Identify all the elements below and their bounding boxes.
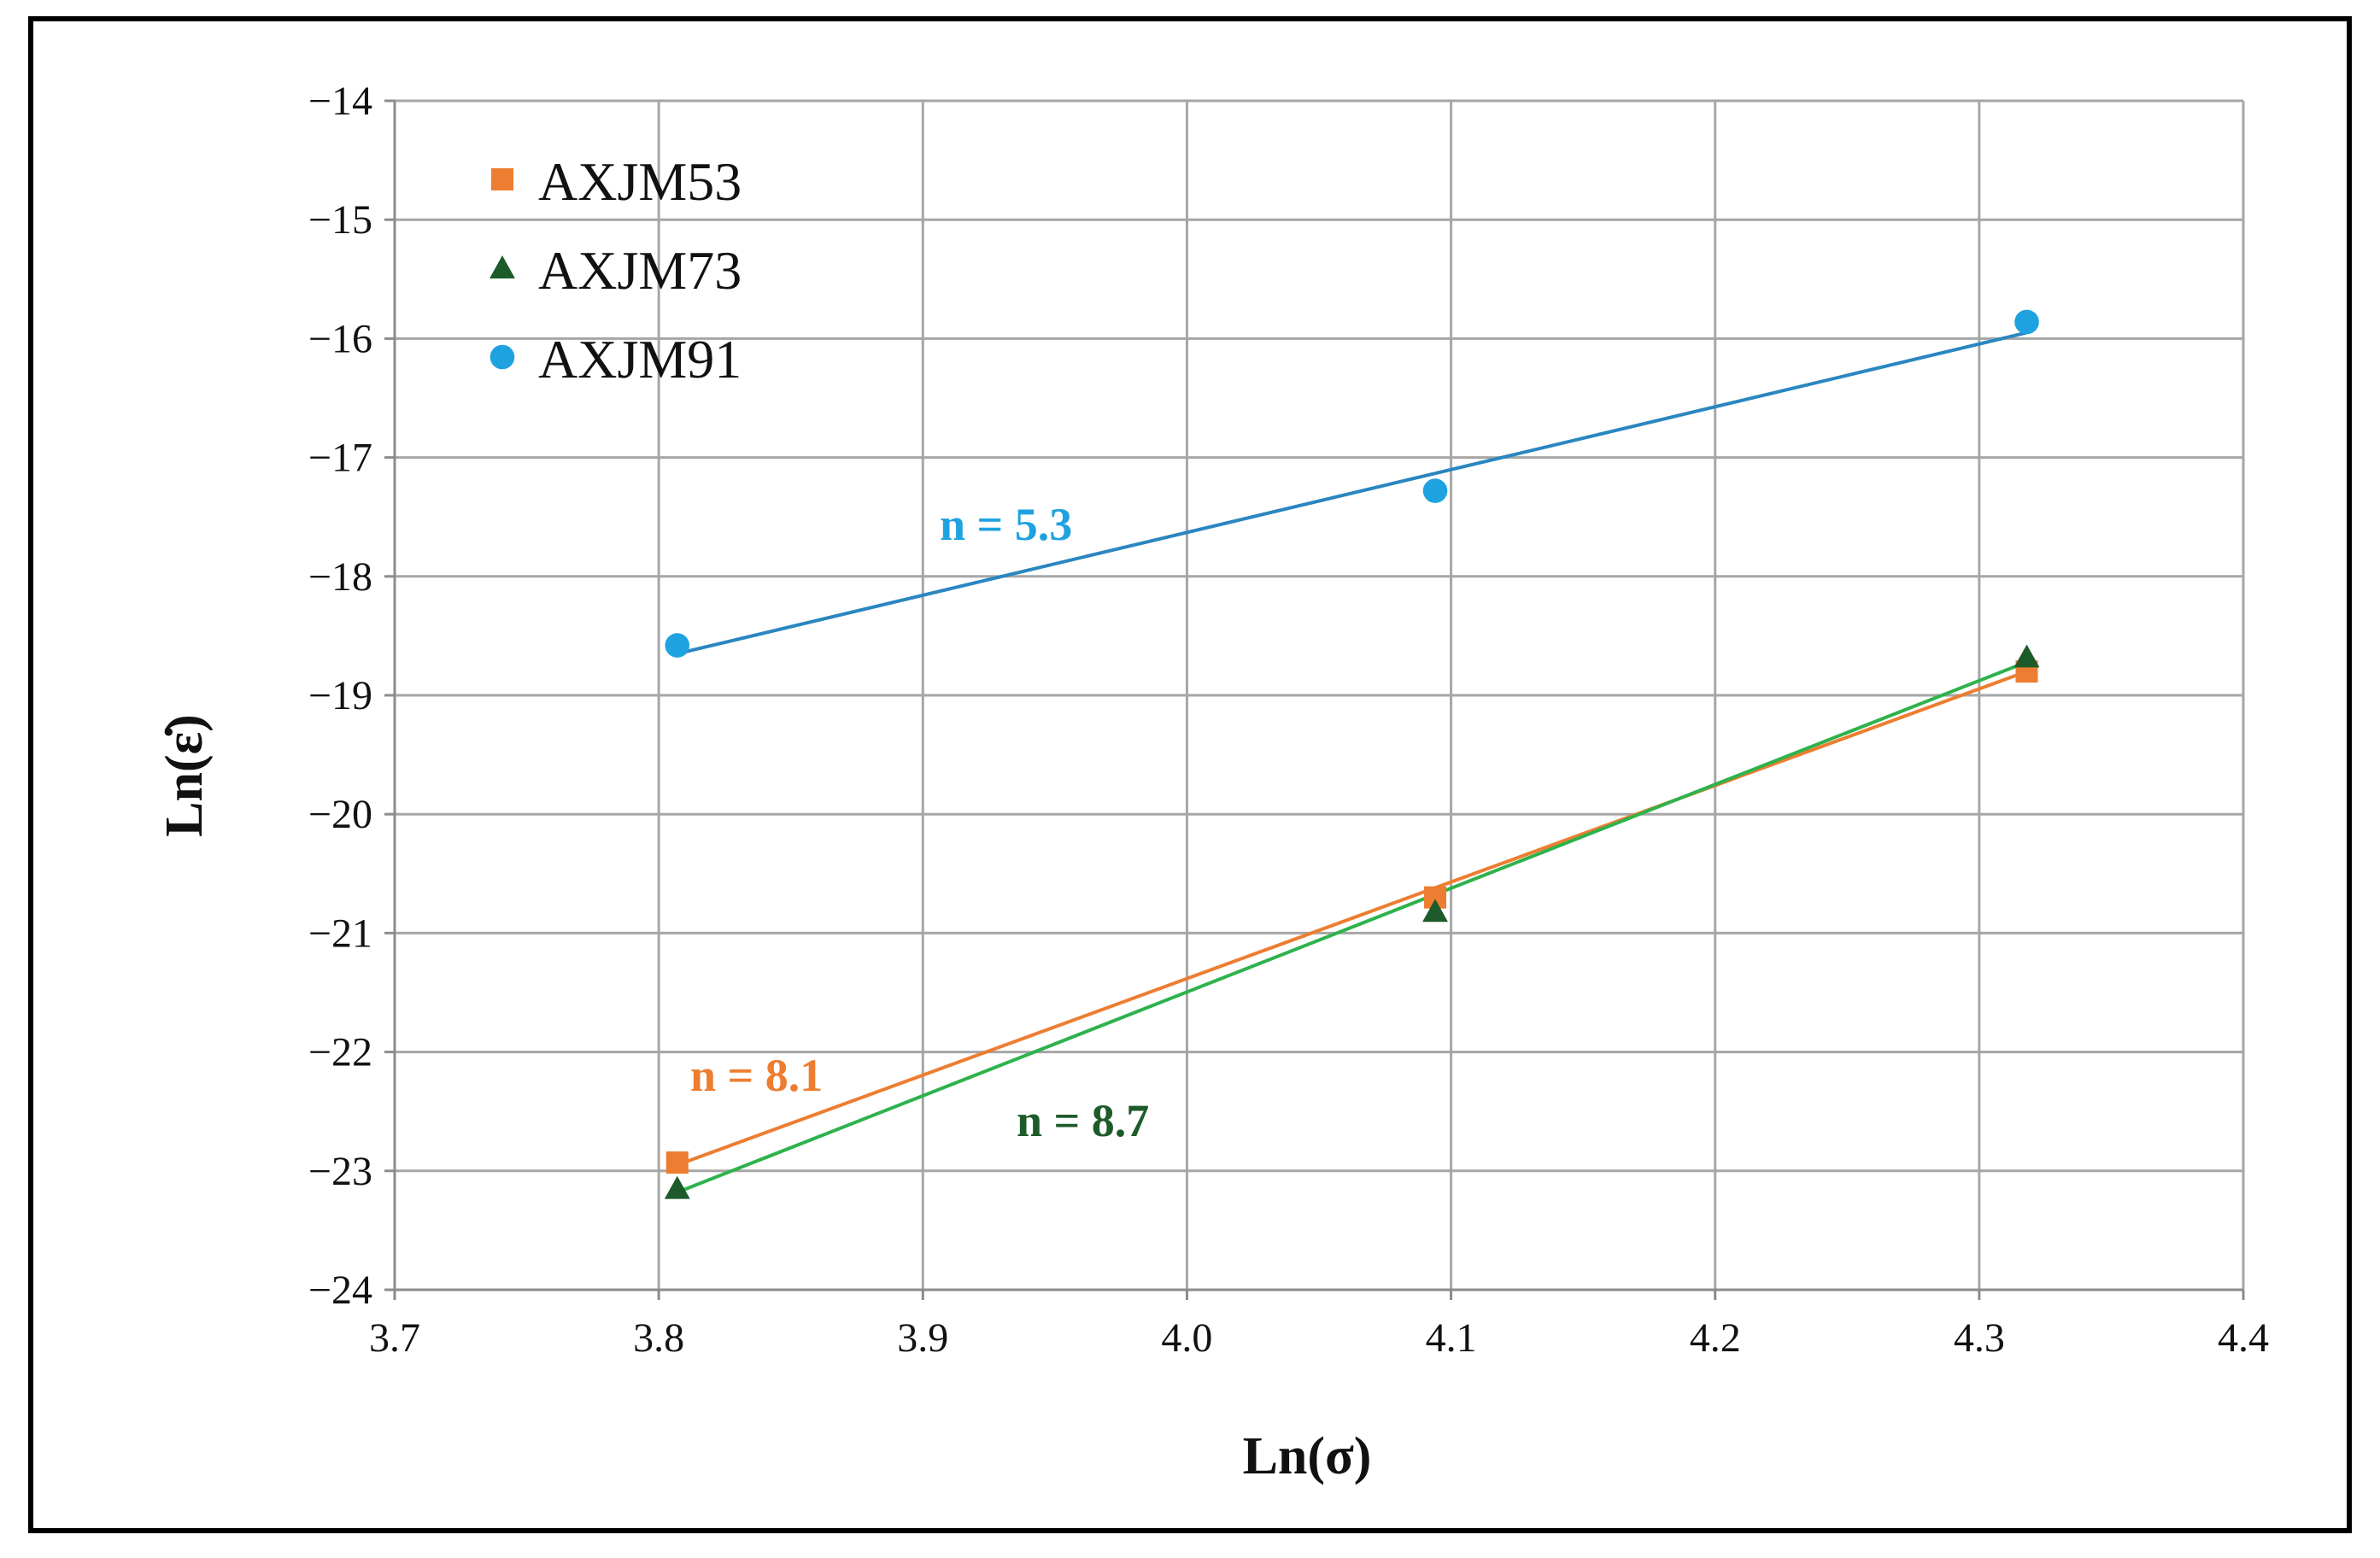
figure-border — [28, 16, 2352, 1533]
data-point-axjm73 — [664, 1175, 690, 1199]
y-tick-label: −14 — [308, 79, 372, 124]
y-tick-label: −17 — [308, 436, 372, 481]
x-tick-label: 3.7 — [369, 1315, 420, 1361]
y-tick-label: −20 — [308, 792, 372, 837]
x-tick-label: 4.3 — [1954, 1315, 2005, 1361]
data-point-axjm91 — [1422, 478, 1448, 503]
data-point-axjm53 — [665, 1151, 689, 1174]
y-tick-label: −21 — [308, 911, 372, 956]
y-tick-label: −15 — [308, 197, 372, 243]
x-tick-label: 3.9 — [897, 1315, 948, 1361]
legend-label-axjm73: AXJM73 — [538, 240, 742, 301]
legend-marker-axjm53 — [491, 168, 513, 190]
y-tick-label: −22 — [308, 1030, 372, 1075]
y-tick-label: −23 — [308, 1149, 372, 1194]
x-tick-label: 4.0 — [1161, 1315, 1212, 1361]
fit-line-axjm53 — [677, 670, 2028, 1167]
legend-marker-axjm73 — [489, 255, 515, 278]
legend-label-axjm53: AXJM53 — [538, 151, 742, 212]
x-tick-label: 4.2 — [1690, 1315, 1741, 1361]
annotation-axjm53: n = 8.1 — [690, 1050, 823, 1101]
data-point-axjm73 — [2014, 644, 2040, 668]
x-tick-label: 4.1 — [1426, 1315, 1477, 1361]
x-tick-label: 4.4 — [2218, 1315, 2269, 1361]
legend-label-axjm91: AXJM91 — [538, 329, 742, 390]
x-tick-label: 3.8 — [633, 1315, 684, 1361]
data-point-axjm73 — [1422, 899, 1448, 922]
y-tick-label: −18 — [308, 554, 372, 600]
legend-marker-axjm91 — [489, 344, 515, 370]
y-tick-label: −16 — [308, 316, 372, 361]
data-point-axjm91 — [665, 633, 690, 658]
annotation-axjm73: n = 8.7 — [1017, 1095, 1149, 1146]
y-axis-title: Ln(ε̇) — [155, 714, 214, 837]
x-axis-title: Ln(σ) — [1243, 1427, 1372, 1485]
fit-line-axjm91 — [677, 331, 2027, 656]
fit-line-axjm73 — [677, 660, 2028, 1194]
y-tick-label: −19 — [308, 673, 372, 718]
data-point-axjm91 — [2014, 309, 2039, 335]
y-tick-label: −24 — [308, 1268, 372, 1313]
annotation-axjm91: n = 5.3 — [940, 499, 1072, 550]
